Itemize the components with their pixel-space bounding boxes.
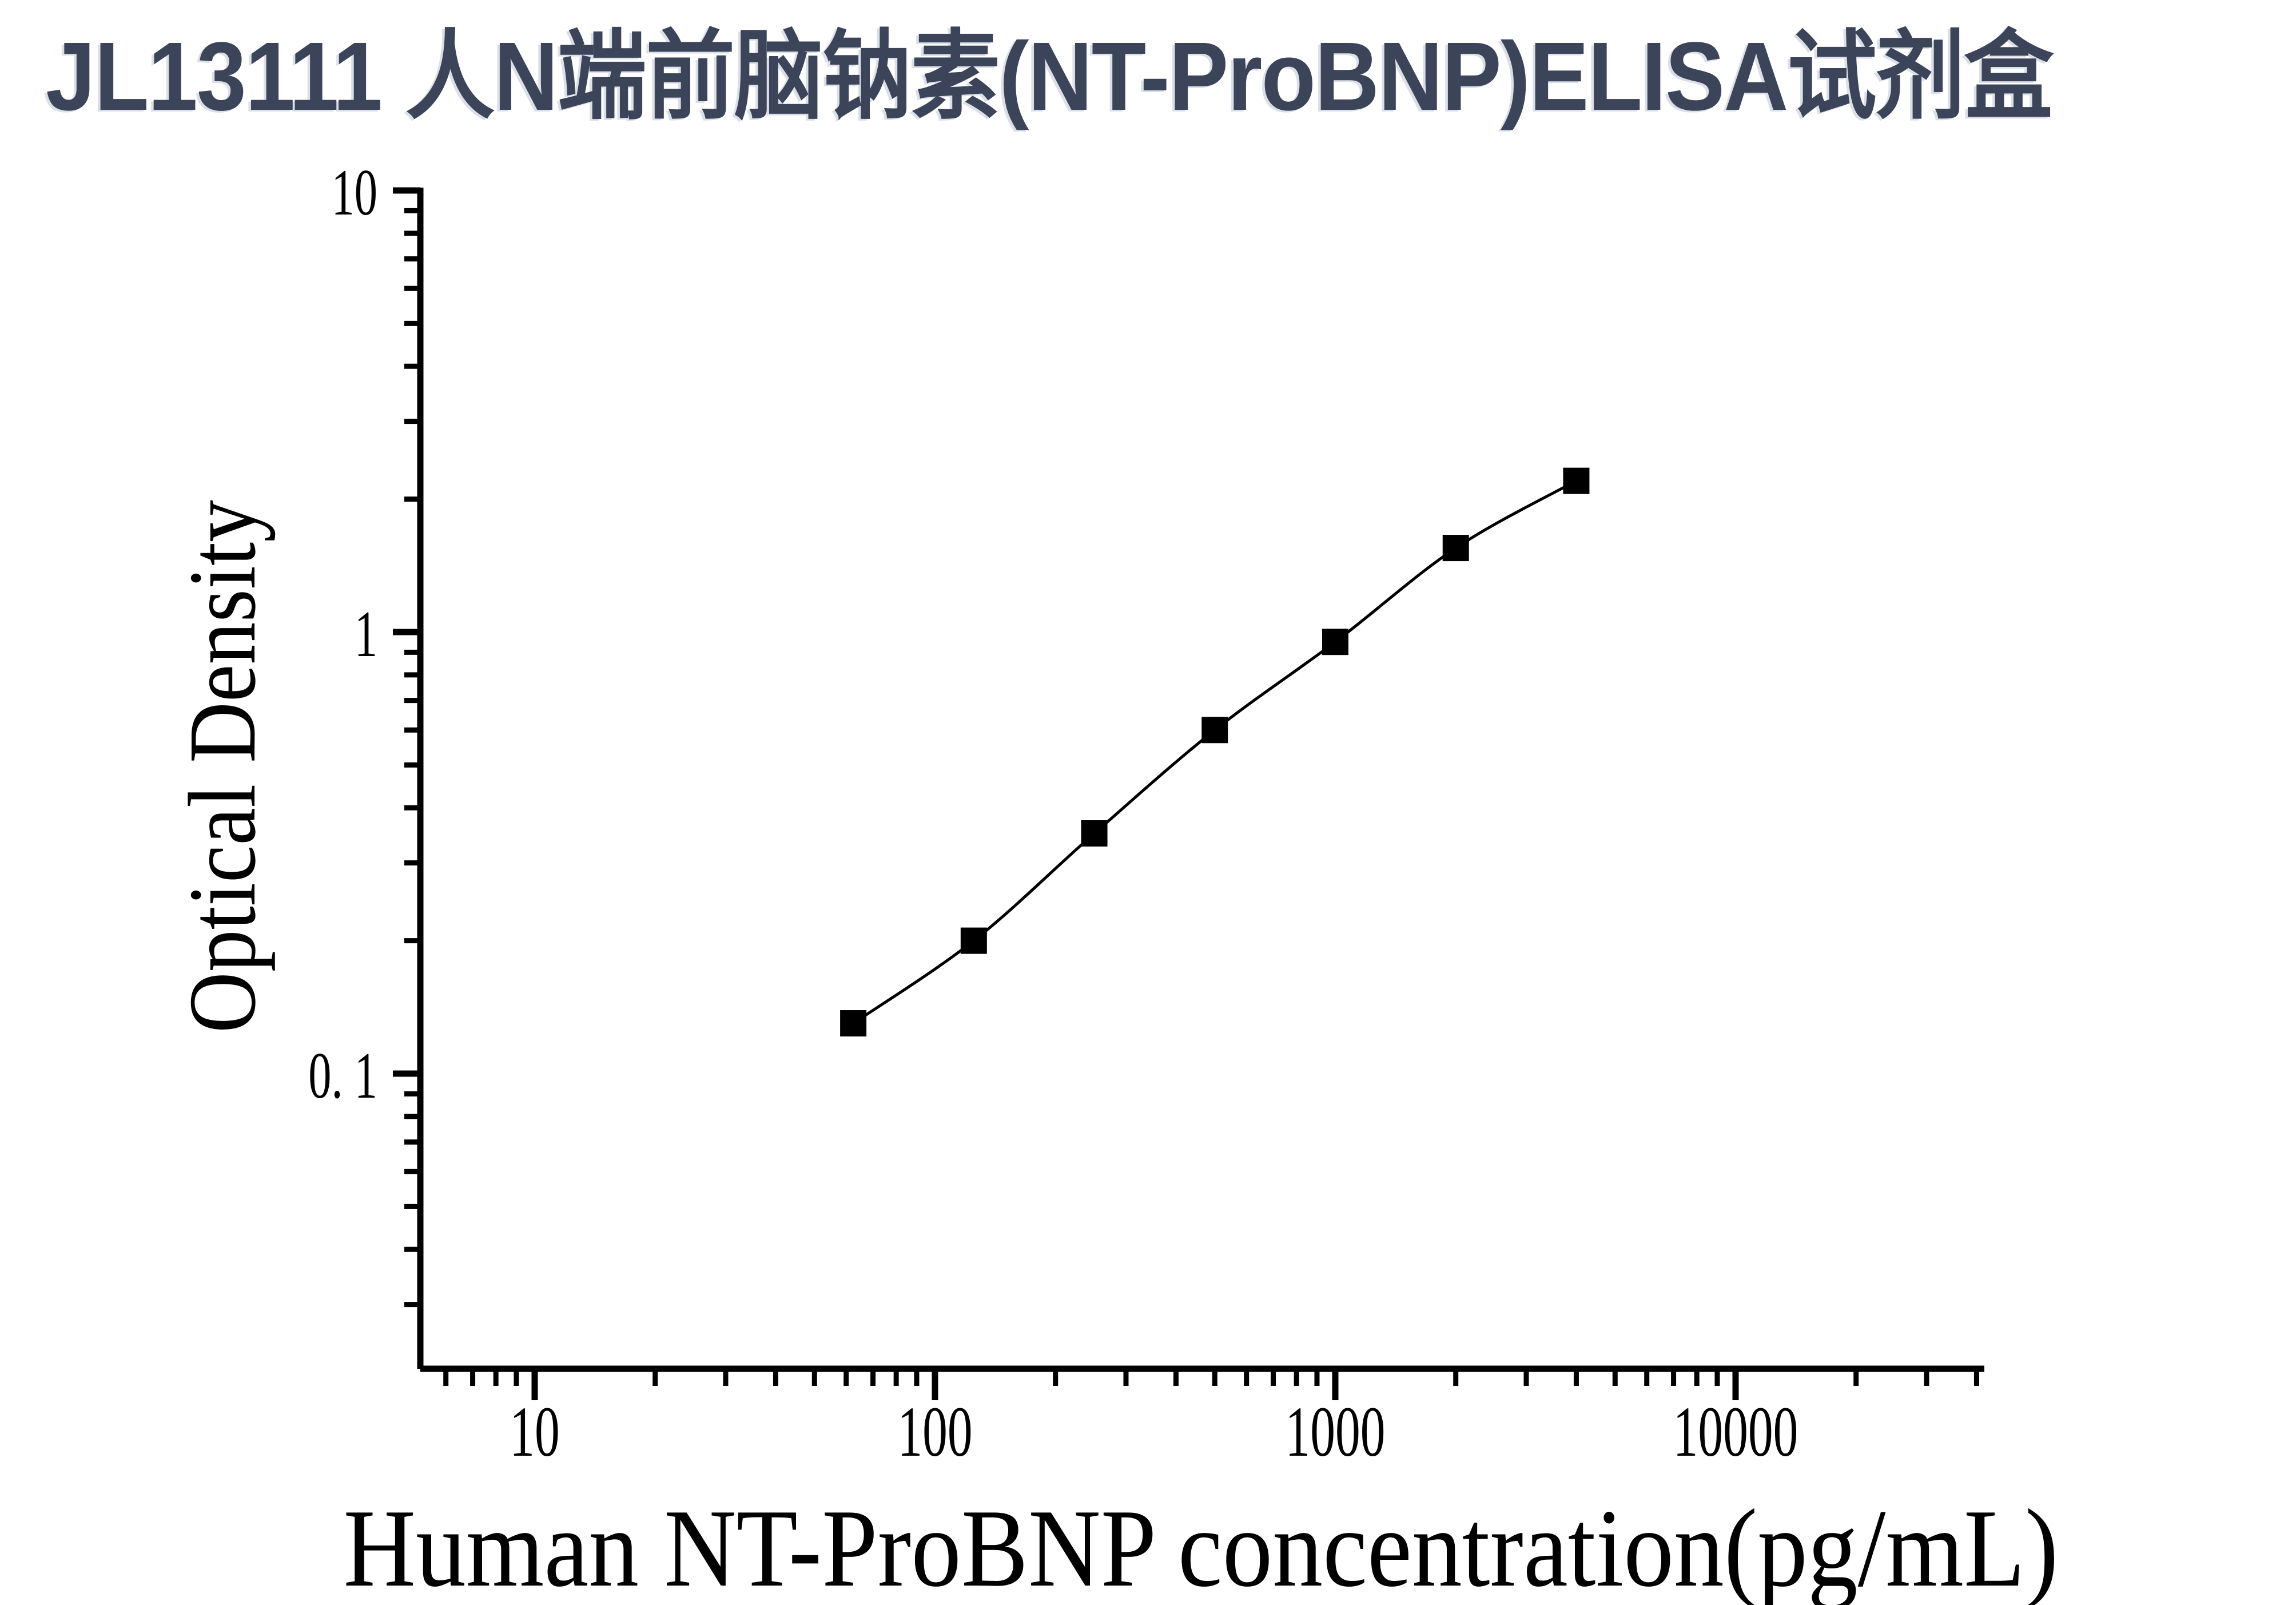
x-tick-label: 1000: [1286, 1393, 1386, 1472]
x-tick-label: 100: [897, 1393, 972, 1472]
x-axis-title: Human NT-ProBNP concentration(pg/mL): [343, 1487, 2058, 1605]
x-tick-label: 10000: [1673, 1393, 1798, 1472]
page-title: JL13111 人N端前脑钠素(NT-ProBNP)ELISA试剂盒: [46, 22, 2054, 131]
y-tick-label: 1: [355, 598, 377, 670]
x-tick-label: 10: [510, 1393, 559, 1472]
data-point-marker: [1442, 535, 1469, 562]
data-point-marker: [840, 1010, 867, 1037]
y-axis: 10 1 0. 1: [308, 157, 424, 1369]
data-point-marker: [1201, 717, 1228, 744]
data-point-marker: [1322, 629, 1348, 655]
y-tick-label: 10: [332, 157, 377, 229]
y-axis-title: Optical Density: [169, 500, 276, 1033]
data-point-marker: [960, 927, 987, 954]
y-tick-label: 0. 1: [308, 1040, 377, 1112]
data-point-marker: [1081, 820, 1108, 847]
data-points: [840, 467, 1590, 1037]
data-point-marker: [1563, 467, 1590, 494]
x-axis: 10 100 1000 10000: [420, 1365, 1984, 1472]
